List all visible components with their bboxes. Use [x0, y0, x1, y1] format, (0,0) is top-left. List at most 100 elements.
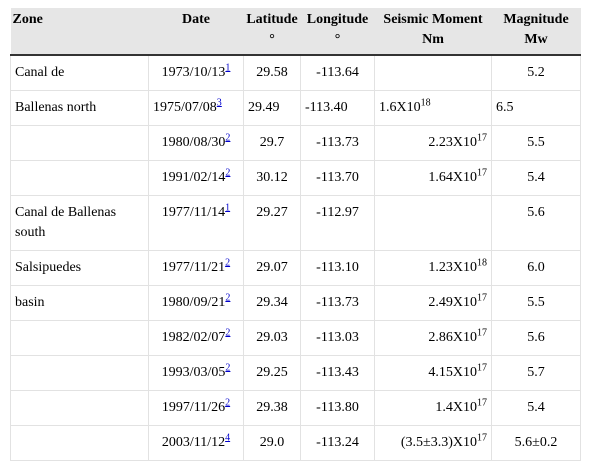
table-row: Canal de Ballenas south 1977/11/141 29.27 -…: [10, 195, 581, 251]
footnote-link[interactable]: 3: [216, 97, 222, 109]
moment: 1.23X10: [428, 260, 477, 275]
latitude-cell: 29.0: [243, 425, 301, 461]
latitude: 30.12: [256, 170, 288, 185]
table-row: 1991/02/142 30.12 -113.70 1.64X1017 5.4: [10, 160, 581, 196]
longitude-cell: -113.73: [300, 285, 375, 321]
moment: 4.15X10: [428, 365, 477, 380]
moment-exponent: 17: [477, 167, 487, 179]
header-text: Date: [182, 12, 210, 27]
magnitude: 5.6: [527, 330, 545, 345]
table-row: basin 1980/09/212 29.34 -113.73 2.49X1017 5.5: [10, 285, 581, 321]
header-cell: Seismic Moment Nm: [374, 8, 492, 56]
longitude: -113.73: [316, 135, 359, 150]
footnote-link[interactable]: 2: [225, 362, 231, 374]
header-text: Seismic Moment: [383, 12, 483, 27]
magnitude: 5.4: [527, 400, 545, 415]
moment: (3.5±3.3)X10: [400, 435, 477, 450]
magnitude: 6.0: [527, 260, 545, 275]
zone: Canal de: [15, 65, 65, 80]
longitude: -113.10: [316, 260, 359, 275]
footnote-link[interactable]: 2: [225, 292, 231, 304]
zone: Ballenas north: [15, 100, 97, 115]
date: 2003/11/12: [161, 435, 226, 450]
latitude: 29.38: [256, 400, 288, 415]
footnote-link[interactable]: 2: [225, 257, 231, 269]
header-text: Mw: [524, 32, 548, 47]
latitude: 29.49: [248, 100, 280, 115]
zone-cell: [10, 320, 149, 356]
date-cell: 1977/11/141: [148, 195, 244, 251]
footnote-link[interactable]: 4: [225, 432, 231, 444]
zone-cell: [10, 390, 149, 426]
magnitude: 6.5: [496, 100, 514, 115]
magnitude-cell: 6.5: [491, 90, 581, 126]
zone-cell: Salsipuedes: [10, 250, 149, 286]
data-table: Zone Date Latitude ° Longitude ° Seismic Momen…: [10, 8, 581, 461]
longitude-cell: -113.73: [300, 125, 375, 161]
header-cell: Zone: [10, 8, 149, 56]
header-cell: Longitude °: [300, 8, 375, 56]
header-text: °: [334, 32, 341, 47]
longitude-cell: -113.43: [300, 355, 375, 391]
longitude: -113.80: [316, 400, 359, 415]
footnote-link[interactable]: 2: [225, 397, 231, 409]
longitude-cell: -113.40: [300, 90, 375, 126]
footnote-link[interactable]: 1: [225, 202, 231, 214]
latitude-cell: 29.07: [243, 250, 301, 286]
moment-exponent: 17: [477, 132, 487, 144]
moment-cell: 1.6X1018: [374, 90, 492, 126]
magnitude-cell: 5.4: [491, 160, 581, 196]
table-row: Salsipuedes 1977/11/212 29.07 -113.10 1.23X1…: [10, 250, 581, 286]
date-cell: 1973/10/131: [148, 54, 244, 91]
longitude: -112.97: [316, 205, 359, 220]
moment-exponent: 17: [477, 327, 487, 339]
zone-cell: [10, 160, 149, 196]
footnote-link[interactable]: 2: [225, 167, 231, 179]
latitude: 29.34: [256, 295, 288, 310]
latitude: 29.27: [256, 205, 288, 220]
header-text: Magnitude: [503, 12, 569, 27]
zone-cell: [10, 355, 149, 391]
moment-cell: [374, 195, 492, 251]
moment-cell: 2.49X1017: [374, 285, 492, 321]
table-row: Ballenas north 1975/07/083 29.49 -113.40 1.6…: [10, 90, 581, 126]
moment-cell: 4.15X1017: [374, 355, 492, 391]
footnote-link[interactable]: 1: [225, 62, 231, 74]
magnitude: 5.4: [527, 170, 545, 185]
latitude: 29.58: [256, 65, 288, 80]
longitude: -113.64: [316, 65, 359, 80]
moment-exponent: 17: [477, 397, 487, 409]
longitude-cell: -113.70: [300, 160, 375, 196]
magnitude-cell: 5.6: [491, 320, 581, 356]
latitude: 29.25: [256, 365, 288, 380]
date: 1973/10/13: [161, 65, 226, 80]
table-row: Canal de 1973/10/131 29.58 -113.64 5.2: [10, 54, 581, 91]
latitude-cell: 29.34: [243, 285, 301, 321]
moment-exponent: 17: [477, 292, 487, 304]
latitude-cell: 29.03: [243, 320, 301, 356]
zone-cell: [10, 425, 149, 461]
longitude: -113.24: [316, 435, 359, 450]
header-text: Longitude: [306, 12, 369, 27]
moment-cell: 2.23X1017: [374, 125, 492, 161]
table-row: 2003/11/124 29.0 -113.24 (3.5±3.3)X1017 5.6±…: [10, 425, 581, 461]
zone: Salsipuedes: [15, 260, 82, 275]
footnote-link[interactable]: 2: [225, 327, 231, 339]
date-cell: 2003/11/124: [148, 425, 244, 461]
magnitude: 5.6±0.2: [514, 435, 558, 450]
date: 1977/11/14: [161, 205, 226, 220]
longitude-cell: -113.80: [300, 390, 375, 426]
latitude-cell: 29.27: [243, 195, 301, 251]
moment-cell: (3.5±3.3)X1017: [374, 425, 492, 461]
footnote-link[interactable]: 2: [225, 132, 231, 144]
moment-cell: [374, 54, 492, 91]
zone: Canal de Ballenas south: [15, 205, 117, 240]
magnitude-cell: 5.5: [491, 125, 581, 161]
longitude-cell: -112.97: [300, 195, 375, 251]
longitude-cell: -113.03: [300, 320, 375, 356]
longitude: -113.40: [305, 100, 348, 115]
moment: 2.23X10: [428, 135, 477, 150]
header-cell: Latitude °: [243, 8, 301, 56]
magnitude: 5.6: [527, 205, 545, 220]
page: Zone Date Latitude ° Longitude ° Seismic Momen…: [10, 8, 581, 461]
